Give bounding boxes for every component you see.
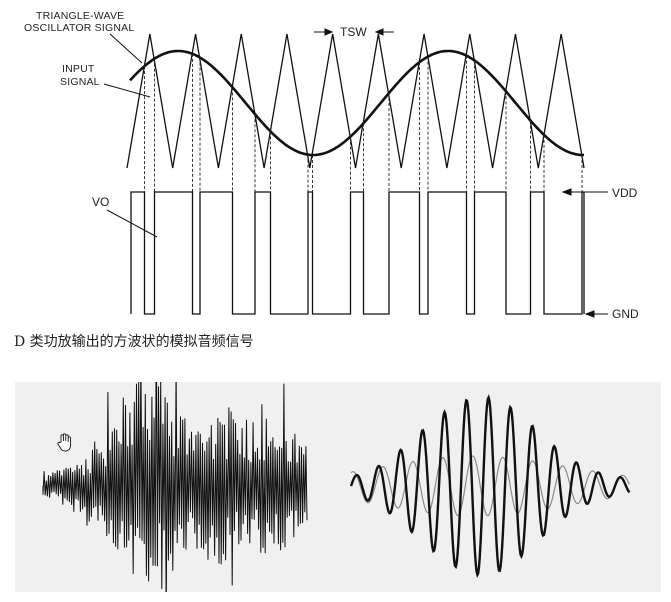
triangle-wave-pointer — [109, 33, 143, 64]
triangle-wave-path — [126, 33, 585, 169]
vo-pointer — [106, 209, 158, 238]
figure-caption: D 类功放输出的方波状的模拟音频信号 — [14, 334, 254, 350]
vo-label: VO — [92, 195, 109, 209]
input-signal-pointer — [103, 83, 151, 98]
gnd-label: GND — [612, 307, 639, 321]
dashed-projection-lines — [144, 53, 583, 192]
bold-modulated-waveform — [349, 394, 631, 579]
tsw-label: TSW — [340, 25, 367, 39]
triangle-wave-label-line1: TRIANGLE-WAVE — [36, 10, 124, 22]
tsw-arrows — [314, 28, 394, 36]
gnd-arrow — [584, 310, 608, 318]
noisy-audio-waveform — [42, 382, 308, 592]
vo-pulse-train — [130, 191, 585, 315]
vdd-arrow — [561, 188, 608, 196]
triangle-wave — [126, 33, 585, 169]
audio-waveform-panel — [15, 382, 661, 592]
input-signal-label-line1: INPUT — [62, 63, 95, 75]
input-signal-label-line2: SIGNAL — [60, 76, 100, 88]
input-signal-sine — [129, 49, 584, 157]
vdd-label: VDD — [612, 186, 638, 200]
triangle-wave-label-line2: OSCILLATOR SIGNAL — [24, 22, 134, 34]
pwm-diagram: TRIANGLE-WAVE OSCILLATOR SIGNAL INPUT SI… — [24, 10, 639, 321]
hand-cursor-icon — [57, 433, 72, 452]
